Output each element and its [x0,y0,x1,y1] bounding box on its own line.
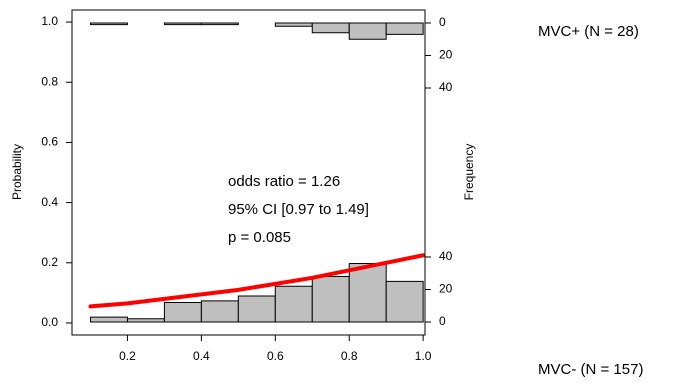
x-tick-label: 0.8 [341,349,358,363]
histogram-bar [163,22,202,26]
x-tick-label: 0.4 [193,349,210,363]
x-tick-label: 0.6 [267,349,284,363]
group-label: MVC- (N = 157) [538,361,643,378]
histogram-bar [274,285,313,323]
histogram-bar [126,318,165,323]
histogram-bar [348,263,387,323]
y2-tick-label: 0 [439,314,446,328]
y-tick-label: 1.0 [41,14,58,28]
annotation: odds ratio = 1.26 [228,173,340,190]
histogram-bar [200,300,239,323]
histogram-bar [163,302,202,323]
group-label: MVC+ (N = 28) [538,23,639,40]
y-tick-label: 0.6 [41,135,58,149]
y-tick-label: 0.0 [41,315,58,329]
y-tick-label: 0.8 [41,74,58,88]
histogram-bar [311,22,350,34]
histogram-bar [348,22,387,40]
x-tick-label: 1.0 [415,349,432,363]
plot-frame [71,9,426,336]
logistic-curve [88,253,426,309]
y2-axis-label: Frequency [462,144,476,201]
y2-tick-label: 20 [439,48,453,62]
y2-tick-label: 0 [439,15,446,29]
histogram-bar [200,22,239,26]
y-tick-label: 0.2 [41,255,58,269]
histogram-bar [89,22,128,26]
annotation: p = 0.085 [228,229,291,246]
histogram-bar [237,295,276,323]
histogram-bar [311,276,350,323]
histogram-bar [385,22,424,35]
y2-tick-label: 20 [439,282,453,296]
y2-tick-label: 40 [439,80,453,94]
histogram-bar [385,280,424,323]
y2-tick-label: 40 [439,249,453,263]
y-tick-label: 0.4 [41,195,58,209]
histogram-bar [274,22,313,27]
annotation: 95% CI [0.97 to 1.49] [228,201,369,218]
histogram-bar [89,316,128,323]
x-tick-label: 0.2 [119,349,136,363]
y-axis-label: Probability [10,144,24,200]
